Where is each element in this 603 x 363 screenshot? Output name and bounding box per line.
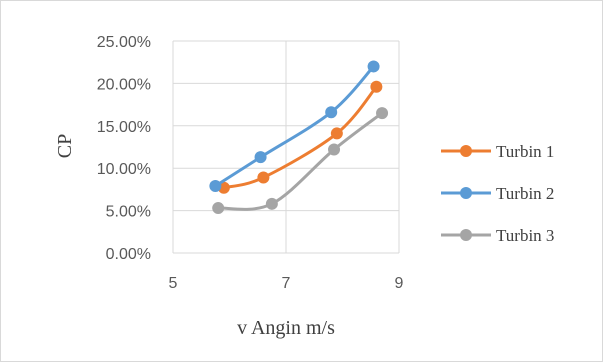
y-tick-label: 5.00% bbox=[106, 204, 151, 221]
y-tick-label: 10.00% bbox=[97, 161, 151, 178]
y-tick-labels: 0.00% 5.00% 10.00% 15.00% 20.00% 25.00% bbox=[97, 34, 151, 263]
data-point bbox=[265, 197, 278, 210]
x-tick-label: 5 bbox=[169, 275, 178, 292]
plot-series bbox=[209, 60, 389, 215]
legend-item: Turbin 1 bbox=[441, 142, 554, 161]
data-point bbox=[325, 106, 338, 119]
series-line bbox=[222, 85, 378, 190]
data-point bbox=[257, 171, 270, 184]
data-point bbox=[209, 180, 222, 193]
data-point bbox=[330, 127, 343, 140]
data-point bbox=[254, 151, 267, 164]
data-point bbox=[376, 107, 389, 120]
data-point bbox=[370, 80, 383, 93]
data-point bbox=[212, 202, 225, 215]
series-line bbox=[216, 111, 384, 211]
data-point bbox=[367, 60, 380, 73]
legend-label: Turbin 1 bbox=[496, 142, 554, 161]
legend-marker bbox=[460, 187, 472, 199]
gridlines bbox=[172, 40, 400, 254]
legend-label: Turbin 2 bbox=[496, 184, 554, 203]
y-tick-label: 15.00% bbox=[97, 119, 151, 136]
legend-item: Turbin 2 bbox=[441, 184, 554, 203]
x-axis-title: v Angin m/s bbox=[237, 317, 335, 339]
legend-marker bbox=[460, 145, 472, 157]
legend-marker bbox=[460, 229, 472, 241]
x-tick-labels: 5 7 9 bbox=[169, 275, 404, 292]
legend-label: Turbin 3 bbox=[496, 226, 554, 245]
data-point bbox=[328, 143, 341, 156]
x-tick-label: 9 bbox=[395, 275, 404, 292]
y-tick-label: 25.00% bbox=[97, 34, 151, 51]
y-tick-label: 0.00% bbox=[106, 246, 151, 263]
legend: Turbin 1 Turbin 2 Turbin 3 bbox=[441, 142, 554, 245]
y-tick-label: 20.00% bbox=[97, 76, 151, 93]
x-tick-label: 7 bbox=[282, 275, 291, 292]
series-line bbox=[213, 64, 376, 188]
y-axis-title: CP bbox=[54, 134, 76, 158]
legend-item: Turbin 3 bbox=[441, 226, 554, 245]
